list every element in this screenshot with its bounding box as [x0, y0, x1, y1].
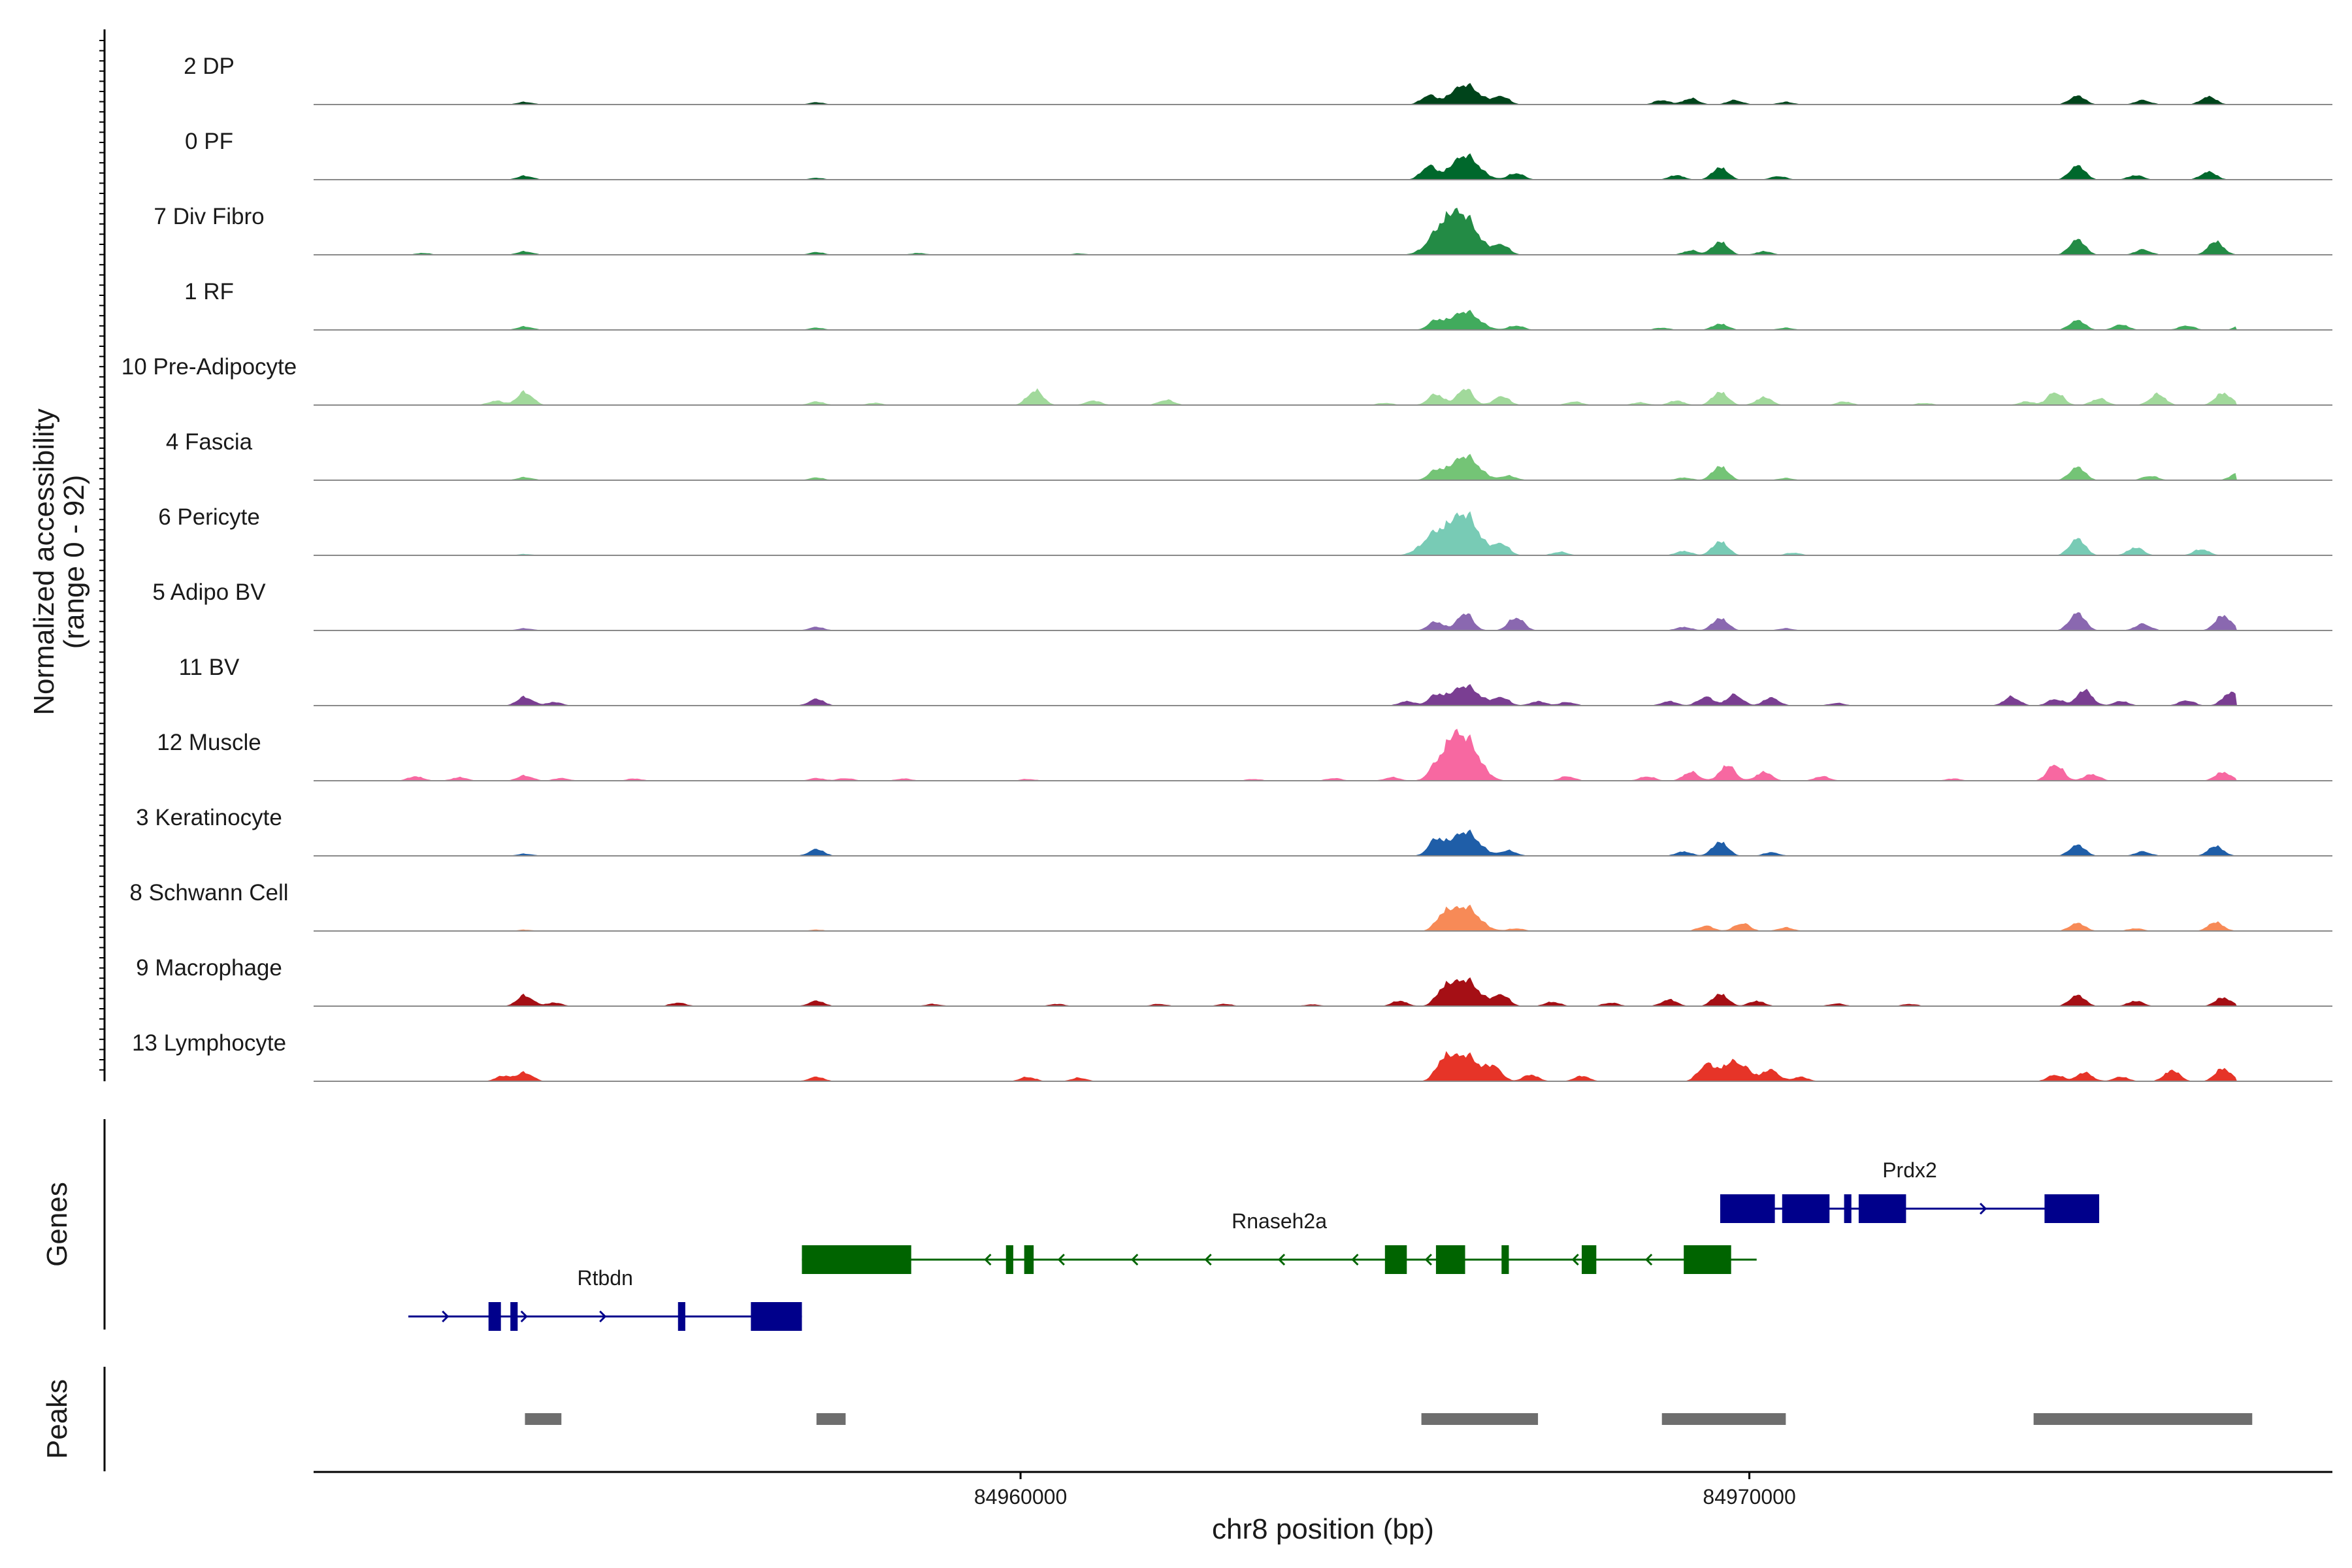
track-10-pre-adipocyte: 10 Pre-Adipocyte — [122, 354, 2332, 406]
strand-arrow — [1204, 1253, 1212, 1266]
strand-arrow — [1277, 1253, 1286, 1266]
track-label: 12 Muscle — [157, 730, 261, 755]
track-1-rf: 1 RF — [184, 279, 2332, 331]
track-label: 1 RF — [184, 279, 234, 304]
coverage-area — [314, 684, 2237, 706]
track-label: 6 Pericyte — [158, 504, 260, 530]
strand-arrow — [1351, 1253, 1359, 1266]
axes-layer: Normalized accessibility (range 0 - 92) … — [28, 29, 2332, 1545]
coverage-area — [314, 728, 2237, 781]
coverage-area — [314, 904, 2237, 931]
track-12-muscle: 12 Muscle — [157, 728, 2332, 781]
y-axis-title: Normalized accessibility — [28, 408, 60, 715]
gene-label: Rnaseh2a — [1232, 1209, 1327, 1233]
track-3-keratinocyte: 3 Keratinocyte — [136, 805, 2332, 857]
gene-exon — [1005, 1245, 1013, 1274]
strand-arrow — [1057, 1253, 1065, 1266]
gene-label: Prdx2 — [1882, 1158, 1937, 1182]
coverage-area — [314, 511, 2237, 555]
gene-exon — [1844, 1194, 1852, 1223]
gene-exon — [1024, 1245, 1034, 1274]
strand-arrow — [1424, 1253, 1432, 1266]
strand-arrow — [599, 1310, 607, 1323]
track-6-pericyte: 6 Pericyte — [158, 504, 2332, 556]
track-4-fascia: 4 Fascia — [166, 429, 2332, 481]
track-label: 10 Pre-Adipocyte — [122, 354, 297, 380]
track-13-lymphocyte: 13 Lymphocyte — [132, 1030, 2332, 1082]
coverage-area — [314, 153, 2237, 180]
track-2-dp: 2 DP — [184, 54, 2332, 105]
gene-exon — [1582, 1245, 1597, 1274]
gene-exon — [1501, 1245, 1509, 1274]
coverage-area — [314, 207, 2237, 255]
track-label: 3 Keratinocyte — [136, 805, 282, 830]
gene-exon — [1435, 1245, 1465, 1274]
track-label: 7 Div Fibro — [154, 204, 264, 229]
track-label: 0 PF — [185, 129, 233, 154]
coverage-area — [314, 388, 2237, 405]
gene-rtbdn: Rtbdn — [408, 1266, 802, 1331]
x-axis-title: chr8 position (bp) — [1212, 1513, 1434, 1545]
strand-arrow — [442, 1310, 449, 1323]
track-8-schwann-cell: 8 Schwann Cell — [129, 880, 2332, 932]
peak-region — [525, 1413, 562, 1425]
peak-region — [2033, 1413, 2253, 1425]
peak-region — [816, 1413, 846, 1425]
gene-exon — [2044, 1194, 2100, 1223]
strand-arrow — [984, 1253, 992, 1266]
track-0-pf: 0 PF — [185, 129, 2332, 180]
strand-arrow — [1571, 1253, 1579, 1266]
gene-exon — [802, 1245, 911, 1274]
track-9-macrophage: 9 Macrophage — [136, 955, 2332, 1007]
gene-exon — [1720, 1194, 1775, 1223]
track-label: 9 Macrophage — [136, 955, 282, 981]
gene-label: Rtbdn — [578, 1266, 633, 1290]
coverage-area — [314, 977, 2237, 1006]
gene-exon — [1384, 1245, 1407, 1274]
track-label: 13 Lymphocyte — [132, 1030, 286, 1056]
peak-regions — [525, 1413, 2253, 1425]
gene-exon — [488, 1302, 501, 1331]
coverage-area — [314, 83, 2237, 105]
track-5-adipo-bv: 5 Adipo BV — [152, 580, 2332, 631]
coverage-area — [314, 612, 2237, 630]
strand-arrow — [1131, 1253, 1139, 1266]
coverage-area — [314, 1051, 2237, 1081]
strand-arrow — [1644, 1253, 1653, 1266]
gene-exon — [510, 1302, 518, 1331]
gene-exon — [1782, 1194, 1830, 1223]
track-label: 11 BV — [179, 655, 240, 680]
gene-rnaseh2a: Rnaseh2a — [802, 1209, 1757, 1274]
coverage-area — [314, 453, 2237, 480]
gene-exon — [678, 1302, 685, 1331]
y-axis-range-label: (range 0 - 92) — [58, 475, 90, 649]
peaks-axis-title: Peaks — [41, 1379, 73, 1459]
track-11-bv: 11 BV — [179, 655, 2332, 706]
x-tick-label: 84970000 — [1703, 1485, 1795, 1509]
gene-exon — [751, 1302, 802, 1331]
coverage-y-ticks — [99, 40, 105, 1071]
peak-region — [1661, 1413, 1786, 1425]
strand-arrow — [1979, 1202, 1987, 1215]
genes-axis-title: Genes — [41, 1182, 73, 1267]
gene-prdx2: Prdx2 — [1720, 1158, 2100, 1223]
strand-arrow — [520, 1310, 528, 1323]
track-label: 5 Adipo BV — [152, 580, 266, 605]
gene-annotations: Rtbdn Rnaseh2a Prdx2 — [408, 1158, 2100, 1331]
gene-exon — [1684, 1245, 1731, 1274]
track-label: 4 Fascia — [166, 429, 253, 455]
track-7-div-fibro: 7 Div Fibro — [154, 204, 2332, 255]
gene-exon — [1858, 1194, 1906, 1223]
track-label: 8 Schwann Cell — [129, 880, 288, 906]
x-axis-ticks: 84960000 84970000 — [974, 1472, 1796, 1509]
coverage-tracks: 2 DP 0 PF 7 Div Fibro 1 RF 10 Pre-Adipocyte 4… — [122, 54, 2332, 1082]
coverage-area — [314, 829, 2237, 856]
peak-region — [1421, 1413, 1539, 1425]
track-label: 2 DP — [184, 54, 235, 79]
coverage-area — [314, 310, 2237, 330]
x-tick-label: 84960000 — [974, 1485, 1067, 1509]
